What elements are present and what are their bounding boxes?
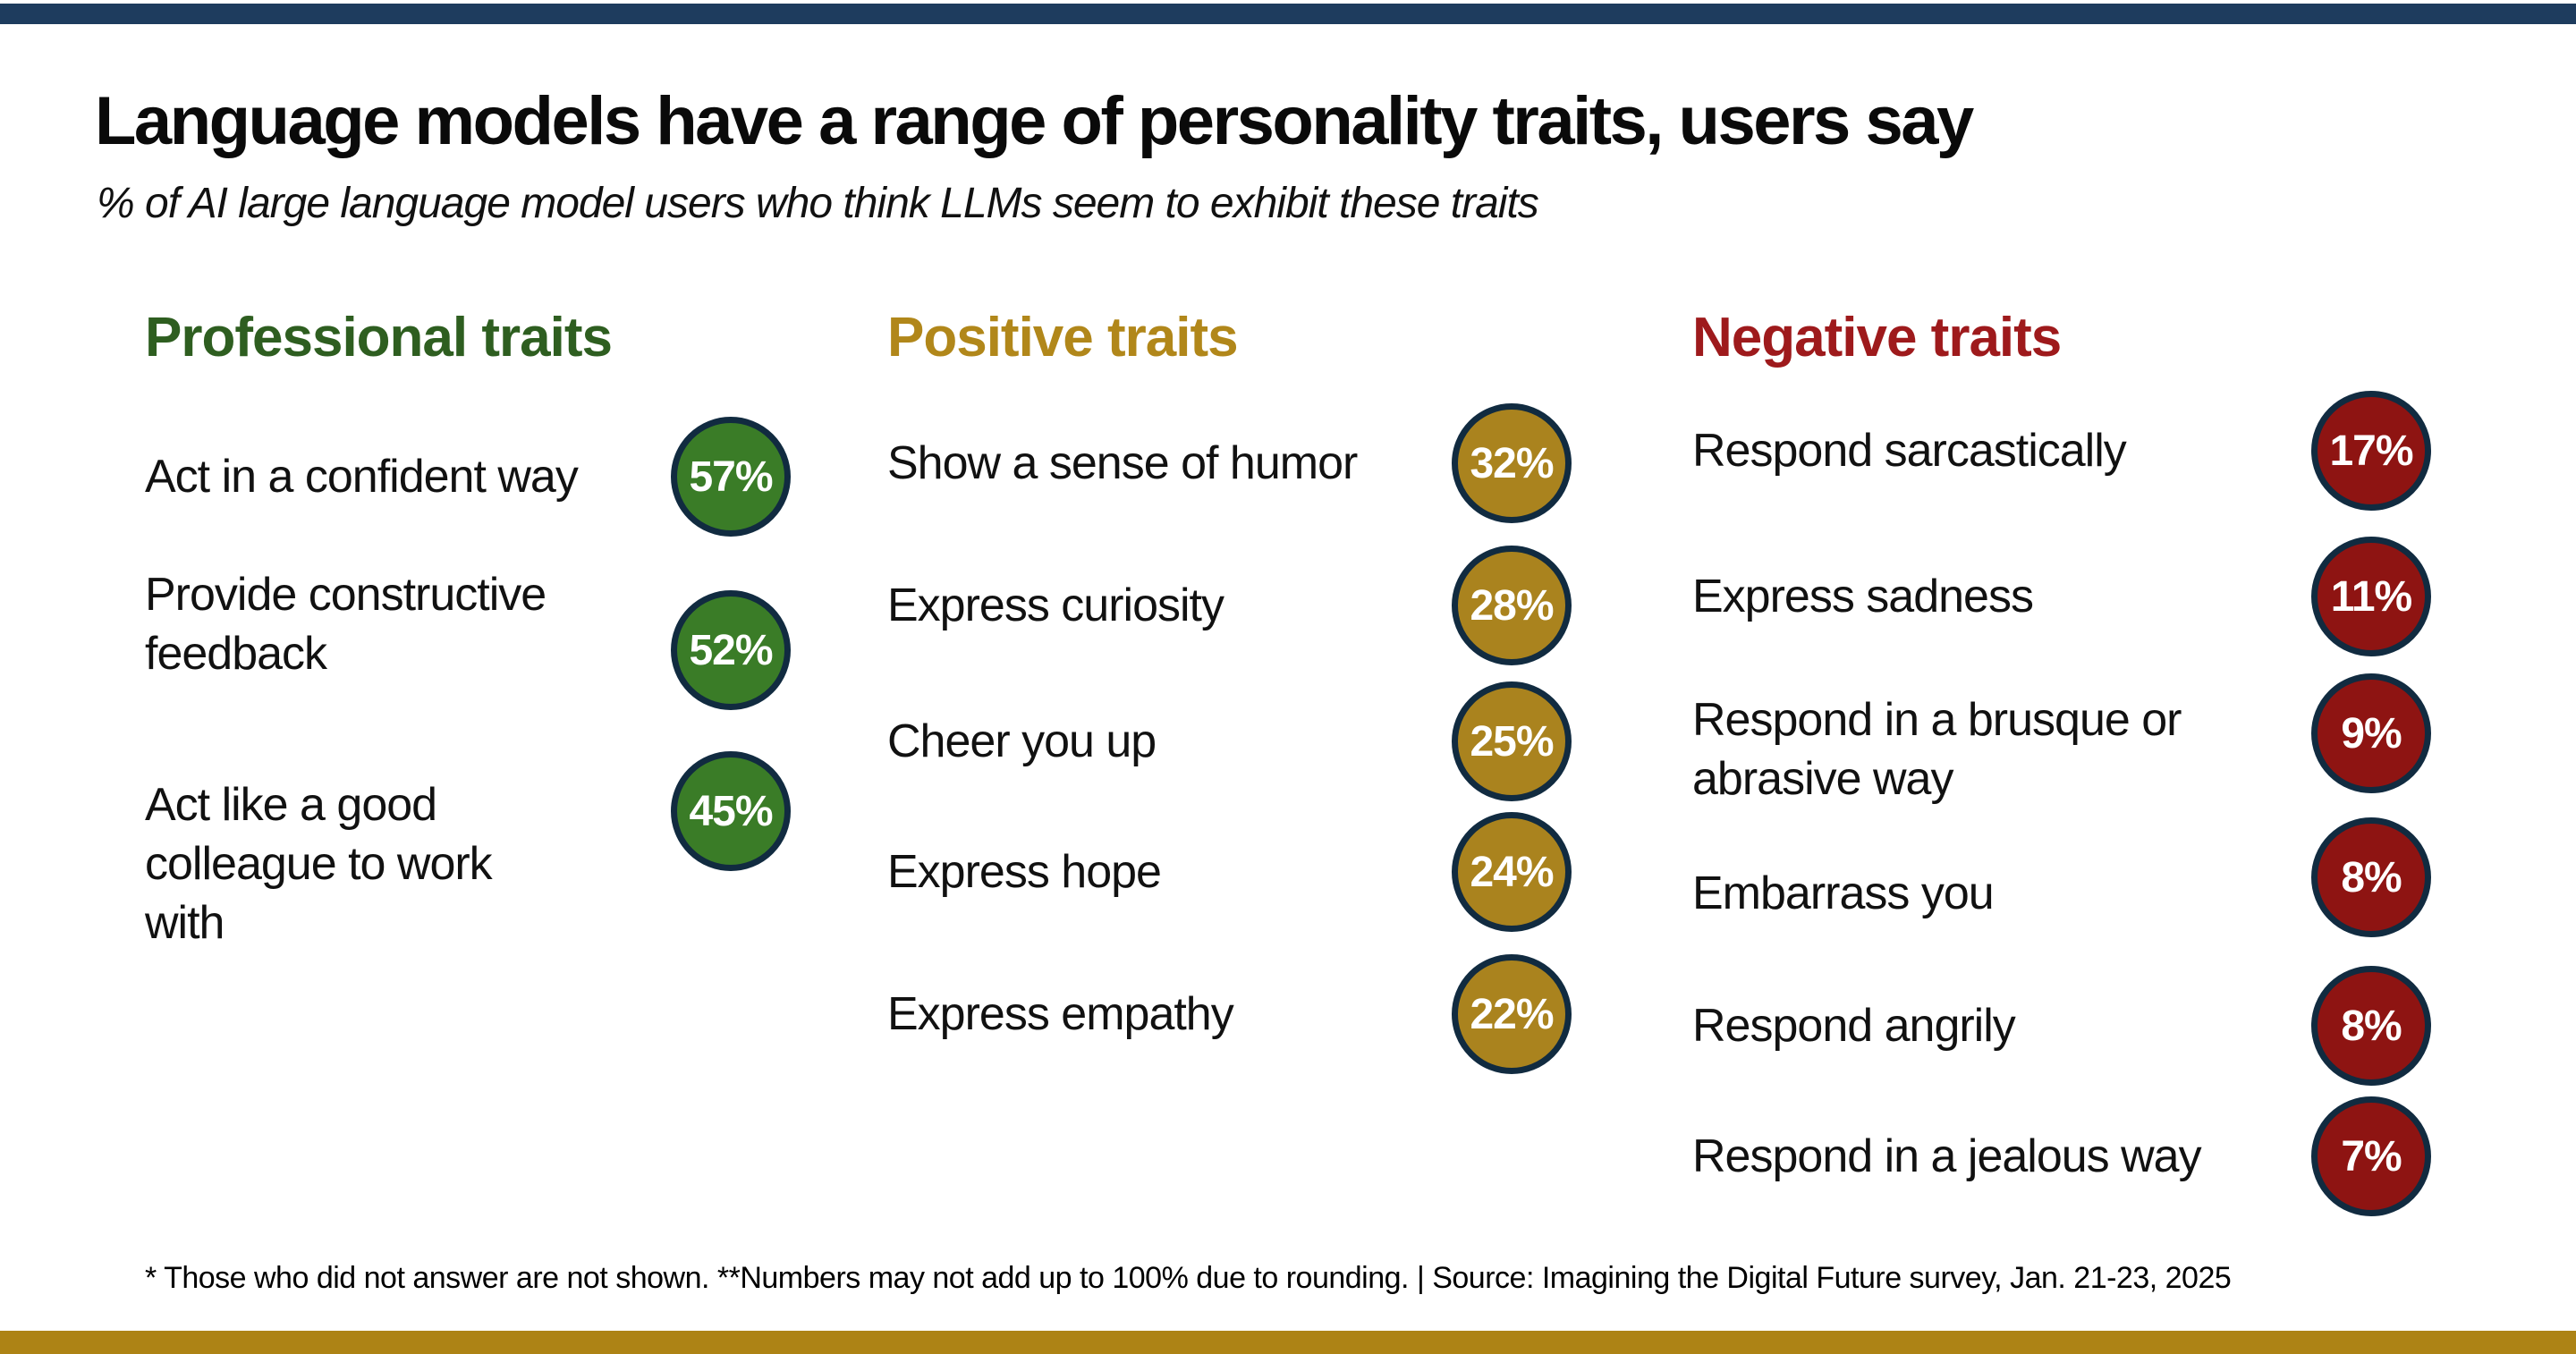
trait-row-empathy: Express empathy 22% — [887, 954, 1572, 1074]
value-text: 8% — [2341, 853, 2402, 901]
chart-title: Language models have a range of personal… — [95, 83, 1974, 159]
value-text: 45% — [689, 787, 773, 835]
bottom-accent-bar — [0, 1331, 2576, 1354]
value-text: 28% — [1470, 581, 1554, 630]
value-circle: 45% — [671, 751, 791, 871]
source-footnote: * Those who did not answer are not shown… — [145, 1261, 2232, 1295]
trait-label: Express empathy — [887, 988, 1234, 1040]
value-text: 25% — [1470, 717, 1554, 766]
value-text: 32% — [1470, 439, 1554, 487]
value-circle: 9% — [2311, 673, 2431, 793]
value-text: 57% — [689, 453, 773, 501]
trait-label: Embarrass you — [1692, 867, 1995, 919]
value-text: 22% — [1470, 990, 1554, 1038]
value-circle: 17% — [2311, 391, 2431, 511]
trait-row-jealous: Respond in a jealous way 7% — [1692, 1096, 2431, 1216]
trait-row-brusque: Respond in a brusque or abrasive way 9% — [1692, 673, 2431, 805]
value-circle: 52% — [671, 590, 791, 710]
top-accent-bar — [0, 4, 2576, 24]
trait-row-embarrass: Embarrass you 8% — [1692, 817, 2431, 937]
value-text: 52% — [689, 626, 773, 674]
trait-row-hope: Express hope 24% — [887, 812, 1572, 932]
value-circle: 24% — [1452, 812, 1572, 932]
trait-label: Respond angrily — [1692, 1000, 2016, 1052]
chart-subtitle: % of AI large language model users who t… — [97, 180, 1539, 227]
value-text: 7% — [2341, 1132, 2402, 1181]
value-circle: 8% — [2311, 817, 2431, 937]
trait-label: Express curiosity — [887, 580, 1224, 631]
value-circle: 8% — [2311, 966, 2431, 1086]
value-circle: 11% — [2311, 537, 2431, 656]
trait-row-angrily: Respond angrily 8% — [1692, 966, 2431, 1086]
trait-label: Express sadness — [1692, 571, 2034, 622]
trait-row-confident: Act in a confident way 57% — [145, 417, 791, 537]
value-circle: 28% — [1452, 546, 1572, 665]
value-text: 11% — [2330, 572, 2412, 621]
value-text: 9% — [2341, 709, 2402, 757]
trait-label: Respond sarcastically — [1692, 425, 2127, 477]
value-circle: 22% — [1452, 954, 1572, 1074]
trait-label: Respond in a brusque or abrasive way — [1692, 694, 2182, 805]
trait-row-curiosity: Express curiosity 28% — [887, 546, 1572, 665]
trait-label: Express hope — [887, 846, 1162, 898]
trait-label: Show a sense of humor — [887, 437, 1358, 489]
column-header-negative: Negative traits — [1692, 307, 2062, 368]
trait-label: Provide constructive feedback — [145, 569, 547, 680]
column-header-professional: Professional traits — [145, 307, 613, 368]
trait-label: Act like a good colleague to work with — [145, 779, 493, 949]
trait-row-cheer: Cheer you up 25% — [887, 681, 1572, 801]
trait-row-sadness: Express sadness 11% — [1692, 537, 2431, 656]
value-text: 24% — [1470, 848, 1554, 896]
value-circle: 7% — [2311, 1096, 2431, 1216]
trait-label: Act in a confident way — [145, 451, 579, 503]
trait-row-colleague: Act like a good colleague to work with 4… — [145, 751, 791, 949]
column-header-positive: Positive traits — [887, 307, 1239, 368]
trait-row-feedback: Provide constructive feedback 52% — [145, 569, 791, 710]
value-circle: 32% — [1452, 403, 1572, 523]
trait-row-humor: Show a sense of humor 32% — [887, 403, 1572, 523]
value-text: 8% — [2341, 1002, 2402, 1050]
value-circle: 25% — [1452, 681, 1572, 801]
trait-label: Respond in a jealous way — [1692, 1130, 2202, 1182]
trait-label: Cheer you up — [887, 715, 1157, 767]
trait-row-sarcastic: Respond sarcastically 17% — [1692, 391, 2431, 511]
value-circle: 57% — [671, 417, 791, 537]
value-text: 17% — [2329, 427, 2413, 475]
